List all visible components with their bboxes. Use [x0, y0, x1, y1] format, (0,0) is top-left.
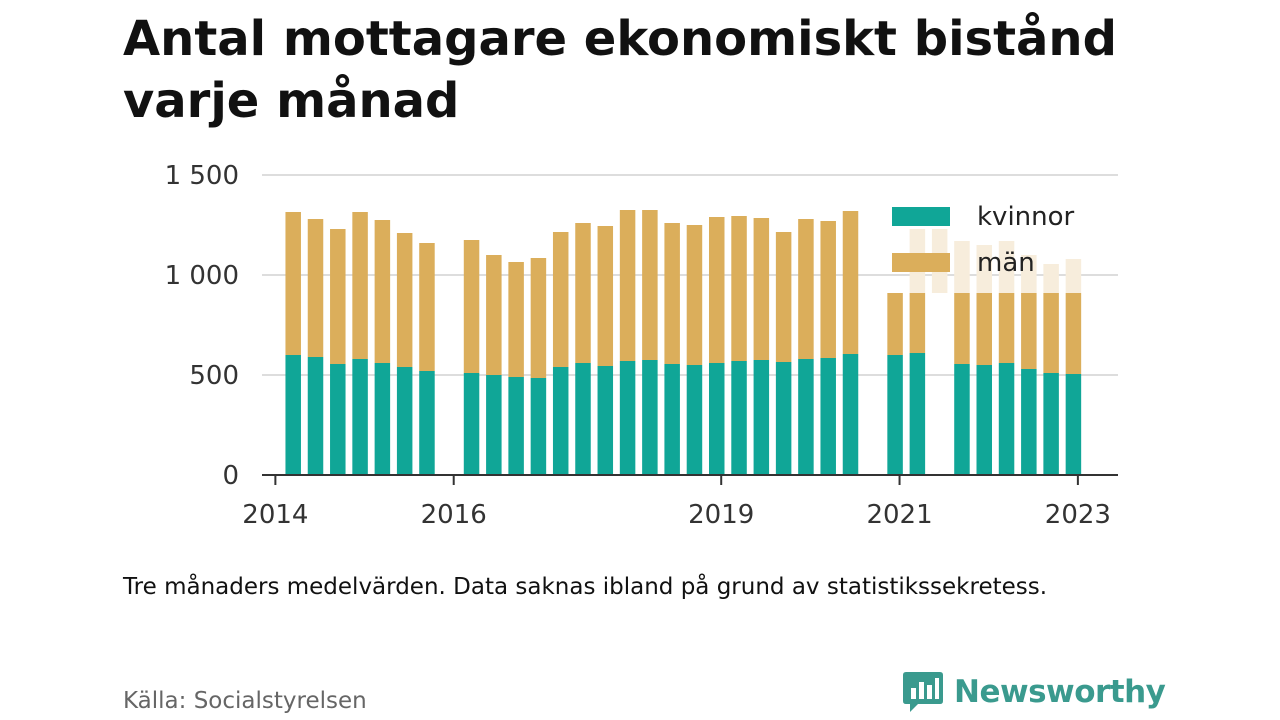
bar-kvinnor [954, 364, 970, 475]
legend-label: män [977, 248, 1035, 278]
bar-man [352, 212, 368, 359]
bar-man [1021, 293, 1037, 369]
bar-kvinnor [664, 364, 680, 475]
bar-kvinnor [1021, 369, 1037, 475]
bar-man [798, 219, 814, 359]
x-tick-label: 2016 [421, 500, 487, 530]
bar-kvinnor [575, 363, 591, 475]
legend-label: kvinnor [977, 202, 1075, 232]
bar-kvinnor [1043, 373, 1059, 475]
bar-man [998, 293, 1015, 363]
axes: 0 500 1 000 1 500 2014 2016 2019 2021 2023 [165, 161, 1118, 530]
bar-man [285, 212, 301, 355]
logo-text: Newsworthy [954, 674, 1166, 710]
bar-man-faded [954, 241, 970, 293]
bar-kvinnor [842, 354, 859, 475]
newsworthy-logo: Newsworthy [902, 672, 1166, 712]
bar-kvinnor [686, 365, 703, 475]
bar-man [664, 223, 680, 364]
bar-kvinnor [642, 360, 658, 475]
bar-man [597, 226, 614, 366]
bar-man [575, 223, 591, 363]
bar-man [330, 229, 346, 364]
bar-man [619, 210, 636, 361]
bar-kvinnor [909, 353, 926, 475]
bar-man [820, 221, 836, 358]
bar-kvinnor [419, 371, 435, 475]
bar-kvinnor [709, 363, 725, 475]
newsworthy-chat-bars-icon [903, 672, 943, 712]
bar-kvinnor [552, 367, 569, 475]
legend-swatch [892, 207, 950, 226]
bar-kvinnor [775, 362, 792, 475]
bar-man [396, 233, 413, 367]
bar-man [552, 232, 569, 367]
chart-area: 0 500 1 000 1 500 2014 2016 2019 2021 2023 kvinn… [165, 161, 1118, 530]
chart-note: Tre månaders medelvärden. Data saknas ib… [123, 574, 1048, 600]
bar-man [976, 293, 992, 365]
legend-swatch [892, 253, 950, 272]
bar-man [642, 210, 658, 360]
bar-kvinnor [1065, 374, 1082, 475]
bar-man [887, 293, 903, 355]
bar-man-faded [1065, 259, 1082, 293]
bar-kvinnor [330, 364, 346, 475]
y-tick-label: 0 [222, 461, 239, 491]
bar-man [307, 219, 324, 357]
bar-kvinnor [530, 378, 547, 475]
bar-kvinnor [463, 373, 480, 475]
bar-man-faded [998, 241, 1015, 293]
bar-man [909, 293, 926, 353]
bar-man [1065, 293, 1082, 374]
bar-kvinnor [285, 355, 301, 475]
bar-man [954, 293, 970, 364]
bar-man [374, 220, 391, 363]
bar-kvinnor [374, 363, 391, 475]
bar-man [463, 240, 480, 373]
bar-kvinnor [597, 366, 614, 475]
legend: kvinnor män [892, 202, 1075, 278]
x-tick-label: 2023 [1045, 500, 1111, 530]
bar-kvinnor [619, 361, 636, 475]
bar-kvinnor [998, 363, 1015, 475]
bar-kvinnor [976, 365, 992, 475]
bar-kvinnor [798, 359, 814, 475]
y-tick-label: 1 000 [165, 261, 239, 291]
bar-kvinnor [486, 375, 502, 475]
source-text: Källa: Socialstyrelsen [123, 688, 367, 714]
bar-kvinnor [508, 377, 524, 475]
bar-kvinnor [396, 367, 413, 475]
bar-kvinnor [307, 357, 324, 475]
bar-man [731, 216, 747, 361]
bar-man [686, 225, 703, 365]
bar-man-faded [1021, 255, 1037, 293]
bar-man [709, 217, 725, 363]
bar-kvinnor [731, 361, 747, 475]
bar-kvinnor [820, 358, 836, 475]
bar-man-faded [976, 245, 992, 293]
x-tick-label: 2019 [688, 500, 754, 530]
chart-title: Antal mottagare ekonomiskt bistånd varje… [123, 11, 1117, 129]
bar-man [508, 262, 524, 377]
bar-man [530, 258, 547, 378]
bar-man [842, 211, 859, 354]
bar-man-faded [1043, 264, 1059, 293]
x-tick-label: 2021 [866, 500, 932, 530]
bars [285, 210, 1082, 475]
bar-kvinnor [352, 359, 368, 475]
bar-man [775, 232, 792, 362]
bar-man [486, 255, 502, 375]
x-tick-label: 2014 [242, 500, 308, 530]
bar-man [753, 218, 770, 360]
bar-man [419, 243, 435, 371]
y-tick-label: 500 [189, 361, 239, 391]
bar-man [1043, 293, 1059, 373]
y-tick-label: 1 500 [165, 161, 239, 191]
bar-kvinnor [887, 355, 903, 475]
bar-kvinnor [753, 360, 770, 475]
